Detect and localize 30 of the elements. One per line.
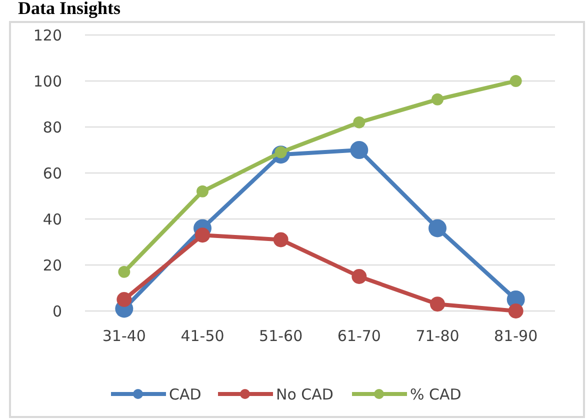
point — [510, 75, 522, 87]
point — [350, 141, 368, 159]
x-tick-label: 41-50 — [180, 327, 224, 345]
legend-label: % CAD — [410, 385, 462, 404]
chart-title: Data Insights — [18, 0, 121, 18]
x-tick-label: 61-70 — [337, 327, 381, 345]
point — [273, 232, 288, 248]
point — [428, 219, 446, 238]
point — [118, 266, 130, 278]
x-tick-label: 81-90 — [494, 327, 538, 345]
point — [353, 116, 366, 128]
point — [196, 185, 208, 198]
point — [116, 292, 132, 307]
x-tick-label: 71-80 — [416, 327, 460, 345]
x-tick-label: 51-60 — [259, 327, 303, 345]
y-tick-label: 120 — [33, 26, 62, 44]
y-tick-label: 80 — [42, 118, 62, 136]
y-tick-label: 20 — [42, 256, 62, 274]
point — [508, 304, 524, 318]
y-tick-label: 40 — [42, 210, 62, 228]
y-tick-label: 60 — [42, 164, 62, 182]
point — [430, 296, 445, 312]
point — [352, 269, 367, 284]
point — [195, 228, 210, 243]
point — [432, 93, 444, 106]
y-tick-label: 100 — [33, 72, 62, 90]
x-tick-label: 31-40 — [102, 327, 146, 345]
legend-label: No CAD — [276, 385, 334, 404]
y-tick-label: 0 — [52, 302, 62, 320]
legend-label: CAD — [169, 385, 202, 404]
